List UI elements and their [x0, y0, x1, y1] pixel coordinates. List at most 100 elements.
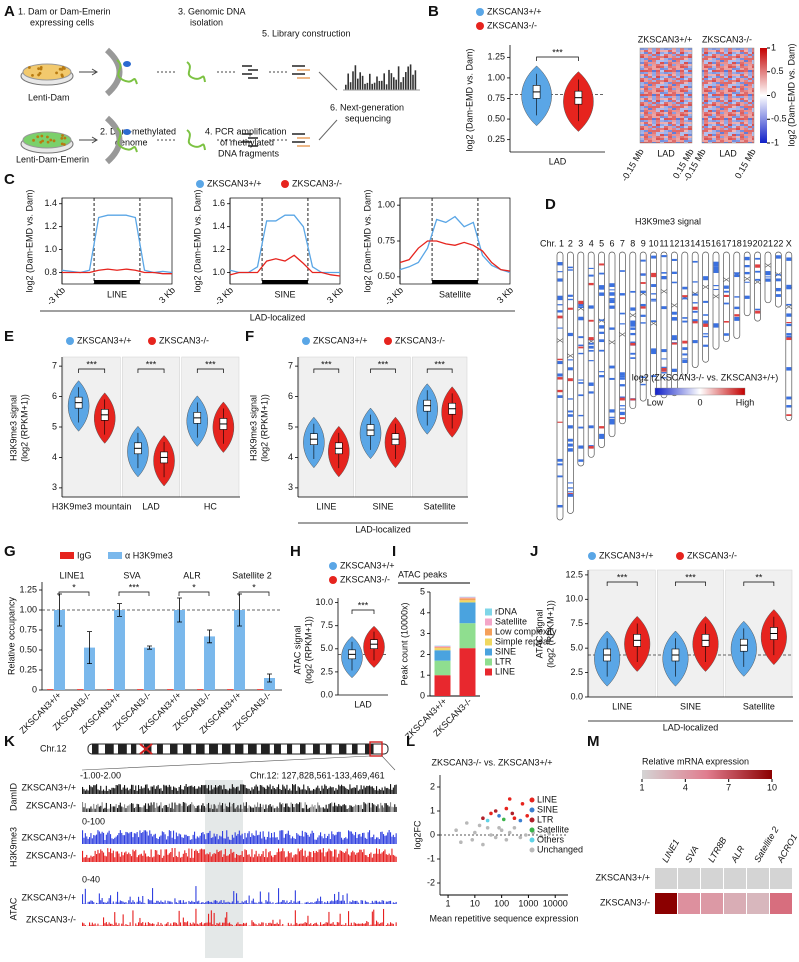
signal-band [619, 408, 625, 410]
signal-band [661, 275, 667, 280]
track-signal [261, 854, 263, 862]
legend-label: α H3K9me3 [125, 550, 173, 560]
panel-letter: I [392, 543, 396, 560]
signal-band [640, 383, 646, 386]
track-signal [245, 788, 247, 794]
y-axis-label: Peak count (10000x) [399, 602, 409, 685]
signal-band [557, 504, 563, 508]
track-signal [178, 803, 180, 812]
track-signal [285, 834, 287, 844]
track-signal [355, 787, 357, 794]
centromere [764, 263, 772, 268]
chromosome-label: 9 [641, 238, 646, 248]
track-signal [143, 805, 145, 812]
point [464, 821, 469, 825]
track-signal [269, 784, 271, 794]
track-signal [341, 850, 343, 862]
y-tick-label: 7 [288, 361, 293, 371]
track-signal [272, 805, 274, 812]
signal-band [744, 271, 750, 275]
track-range: 0-100 [82, 816, 105, 826]
track-signal [304, 789, 306, 794]
dam-protein [123, 61, 131, 67]
track-signal [142, 788, 144, 794]
signal-band [682, 358, 688, 360]
signal-band [723, 333, 729, 336]
cell [52, 139, 56, 143]
track-signal [91, 922, 93, 926]
bar [77, 689, 83, 690]
track-signal [391, 789, 393, 794]
heatmap-cell [678, 893, 700, 914]
point [493, 809, 498, 813]
profile-line [399, 215, 511, 274]
track-signal [184, 902, 186, 904]
track-signal [243, 802, 245, 812]
track-signal [143, 902, 145, 904]
track-signal [98, 806, 100, 812]
track-signal [394, 785, 396, 794]
track-signal [233, 837, 235, 844]
nucleus-membrane [104, 115, 123, 165]
track-signal [87, 790, 89, 794]
error-bar [147, 645, 152, 650]
track-signal [140, 923, 142, 926]
track-signal [283, 900, 285, 904]
signal-band [713, 261, 719, 265]
track-signal [255, 784, 257, 794]
track-signal [257, 802, 259, 812]
track-label: ATAC [8, 897, 18, 920]
track-signal [212, 837, 214, 844]
bar-segment [459, 602, 476, 624]
track-signal [231, 784, 233, 794]
legend-label: ZKSCAN3-/- [687, 550, 737, 560]
track-signal [86, 854, 88, 862]
track-signal [234, 925, 236, 926]
signal-band [713, 263, 719, 267]
track-signal [359, 789, 361, 794]
track-signal [220, 850, 222, 862]
track-signal [395, 901, 397, 904]
chromosome-label: 15 [701, 238, 711, 248]
track-signal [194, 850, 196, 862]
track-signal [146, 831, 148, 844]
signal-band [619, 312, 625, 315]
track-signal [175, 832, 177, 844]
track-signal [161, 790, 163, 794]
track-signal [132, 910, 134, 926]
bar-segment [459, 623, 476, 649]
cell [63, 67, 66, 70]
significance-bracket [675, 581, 706, 586]
track-signal [163, 855, 165, 862]
track-signal [317, 852, 319, 862]
track-signal [245, 922, 247, 926]
track-signal [164, 924, 166, 926]
track-signal [380, 831, 382, 844]
track-signal [212, 924, 214, 926]
track-signal [387, 787, 389, 794]
track-signal [346, 925, 348, 926]
track-signal [229, 902, 231, 904]
track-signal [241, 808, 243, 812]
track-signal [308, 807, 310, 812]
signal-band [775, 255, 781, 259]
track-signal [233, 787, 235, 794]
track-signal [353, 922, 355, 926]
track-signal [219, 851, 221, 862]
signal-band [557, 389, 563, 393]
track-signal [125, 808, 127, 812]
track-signal [343, 925, 345, 926]
track-signal [252, 807, 254, 812]
profile-line [61, 214, 173, 274]
track-signal [329, 850, 331, 862]
y-tick-label: 7.5 [320, 620, 333, 630]
signal-band [775, 278, 781, 282]
point [524, 833, 528, 837]
track-signal [350, 805, 352, 812]
footer: LAD-localized [250, 312, 306, 322]
signal-band [703, 320, 709, 324]
track-signal [146, 925, 148, 926]
track-signal [105, 802, 107, 812]
track-signal [300, 802, 302, 812]
bar [174, 610, 185, 690]
